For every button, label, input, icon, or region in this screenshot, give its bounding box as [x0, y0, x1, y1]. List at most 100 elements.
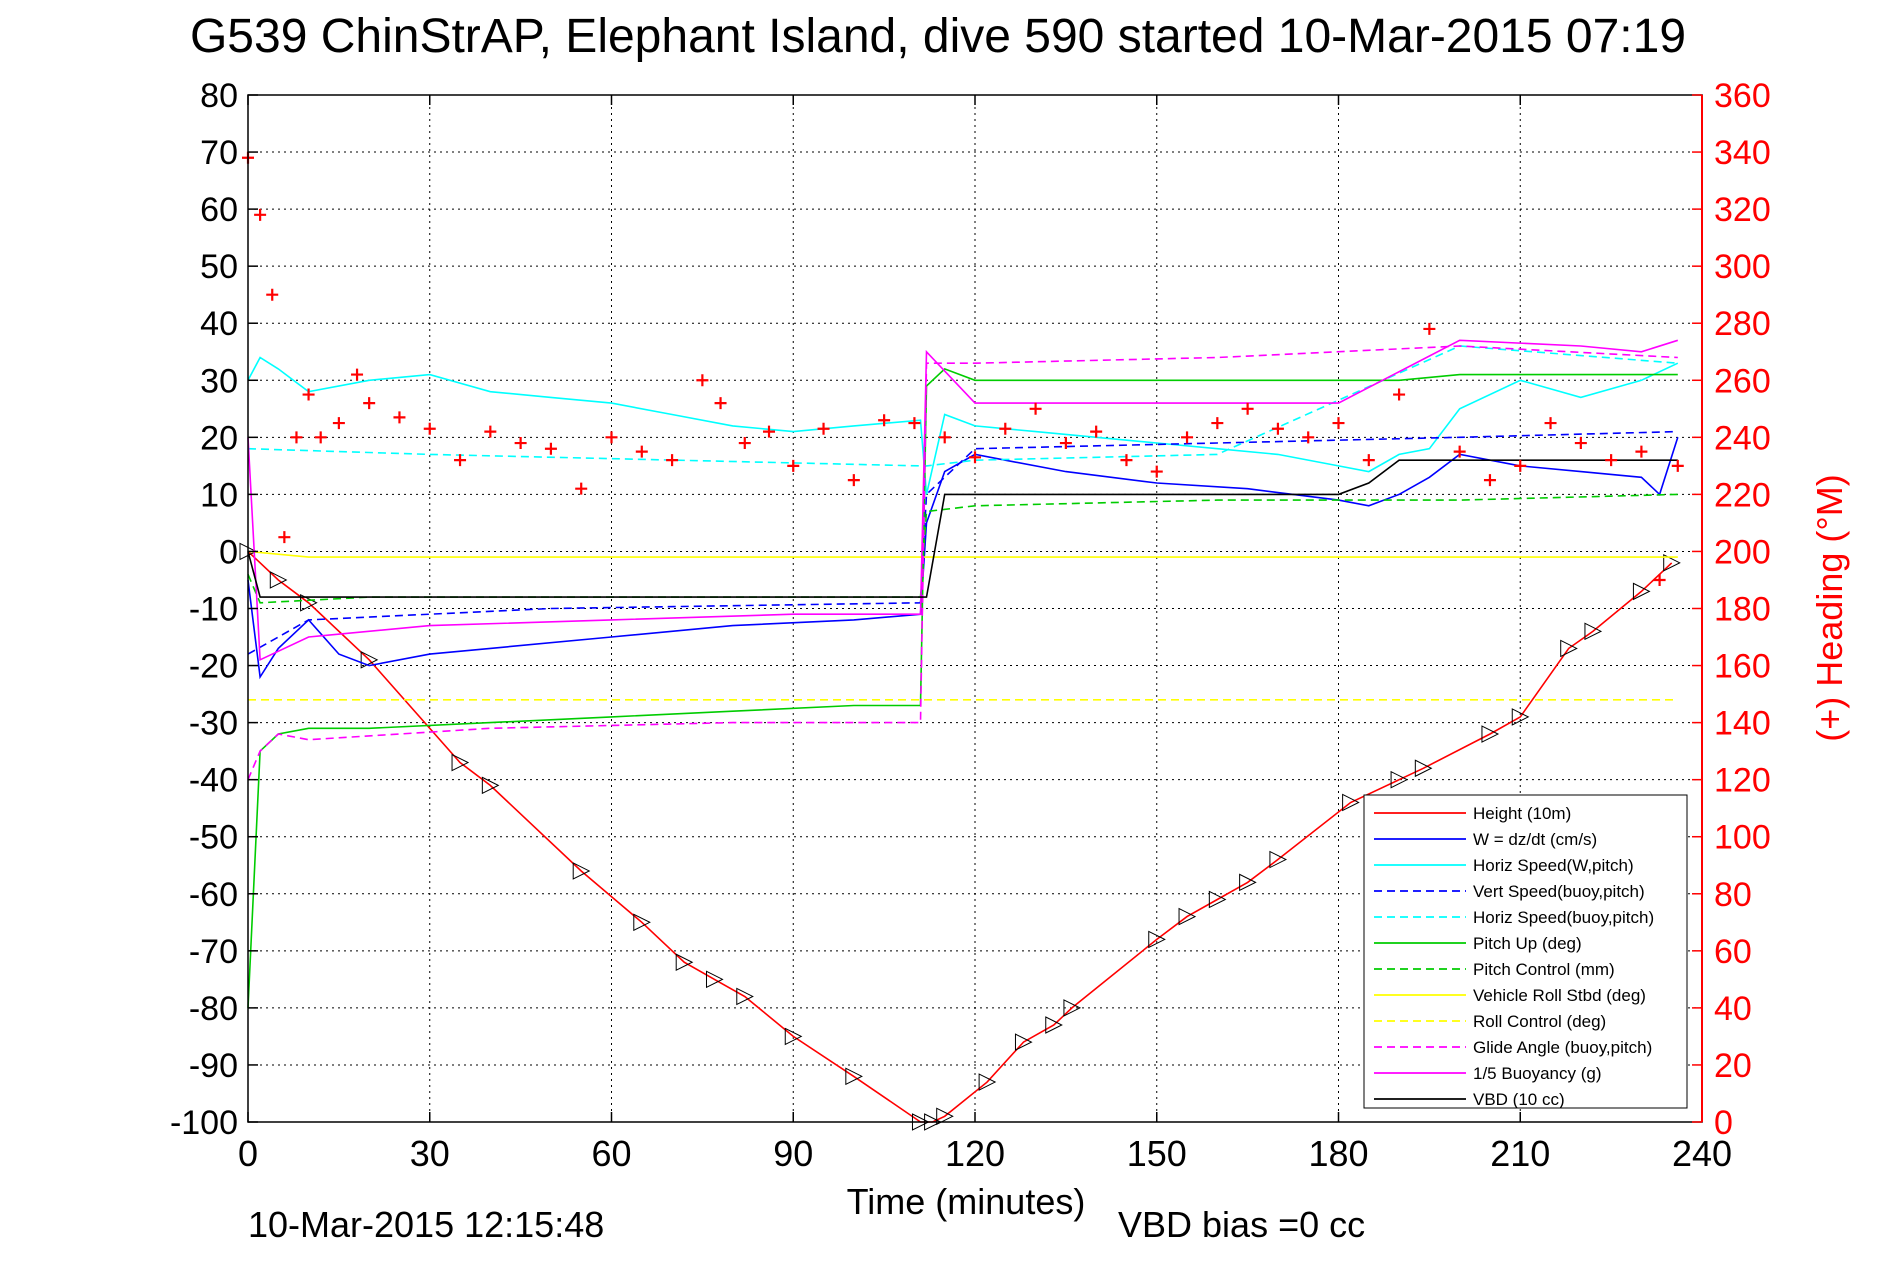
y2-tick-label: 220: [1714, 476, 1771, 514]
legend-label: Vert Speed(buoy,pitch): [1473, 882, 1645, 901]
heading-point: [1423, 322, 1436, 335]
depth-marker: [705, 970, 724, 989]
heading-point: [1483, 474, 1496, 487]
y-axis-left: 80 70 60 50 40 30 20 10 0 -10 -20 -30 -40 -50 -60 -70 -8…: [170, 77, 258, 1142]
heading-point: [938, 431, 951, 444]
heading-point: [290, 431, 303, 444]
footer-vbd-bias: VBD bias =0 cc: [1118, 1204, 1365, 1245]
heading-point: [1653, 573, 1666, 586]
depth-marker: [784, 1027, 803, 1046]
legend-label: 1/5 Buoyancy (g): [1473, 1064, 1602, 1083]
heading-point: [1271, 422, 1284, 435]
y-tick-label: 50: [200, 248, 238, 286]
series-layer: [239, 151, 1684, 1131]
depth-marker: [572, 862, 591, 880]
heading-point: [363, 397, 376, 410]
legend-label: W = dz/dt (cm/s): [1473, 830, 1597, 849]
heading-point: [1090, 425, 1103, 438]
heading-point: [738, 437, 751, 450]
heading-point: [763, 425, 776, 438]
heading-point: [1635, 445, 1648, 458]
x-tick-label: 60: [591, 1133, 631, 1174]
x-tick-label: 90: [773, 1133, 813, 1174]
heading-point: [454, 454, 467, 467]
depth-marker: [1342, 793, 1360, 812]
heading-point: [1241, 402, 1254, 415]
y2-tick-label: 200: [1714, 533, 1771, 571]
heading-point: [696, 374, 709, 387]
x-tick-label: 180: [1308, 1133, 1368, 1174]
heading-point: [1120, 454, 1133, 467]
y-tick-label: -100: [170, 1104, 238, 1142]
depth-marker: [1511, 708, 1530, 726]
y2-tick-label: 40: [1714, 990, 1752, 1028]
heading-point: [605, 431, 618, 444]
heading-point: [1302, 431, 1315, 444]
heading-point: [1150, 465, 1163, 478]
y-tick-label: -20: [189, 648, 238, 686]
heading-point: [1362, 454, 1375, 467]
series-line-horiz-speed-w-pitch: [247, 356, 1679, 495]
y-tick-label: -90: [189, 1047, 238, 1085]
y2-tick-label: 180: [1714, 591, 1771, 629]
heading-point: [575, 482, 588, 495]
depth-marker: [1414, 759, 1433, 778]
heading-point: [1211, 417, 1224, 430]
heading-point: [1029, 402, 1042, 415]
x-tick-label: 210: [1490, 1133, 1550, 1174]
heading-point: [1605, 454, 1618, 467]
legend-label: Horiz Speed(W,pitch): [1473, 856, 1634, 875]
heading-point: [817, 422, 830, 435]
series-line-pitch-control-mm: [247, 493, 1678, 604]
legend-box: [1363, 794, 1688, 1109]
heading-point: [878, 414, 891, 427]
depth-marker: [1269, 850, 1288, 869]
footer-timestamp: 10-Mar-2015 12:15:48: [248, 1204, 604, 1245]
x-tick-label: 120: [945, 1133, 1005, 1174]
depth-marker: [300, 593, 318, 612]
y2-tick-label: 320: [1714, 191, 1771, 229]
y2-tick-label: 360: [1714, 77, 1771, 115]
depth-marker: [1239, 873, 1257, 892]
series-line-vehicle-roll-stbd-deg: [247, 550, 1678, 558]
depth-marker: [1208, 890, 1227, 909]
heading-point: [847, 474, 860, 487]
depth-marker: [360, 651, 379, 669]
heading-point: [1544, 417, 1557, 430]
chart-title: G539 ChinStrAP, Elephant Island, dive 59…: [190, 10, 1686, 63]
y-tick-label: 0: [219, 533, 238, 571]
heading-point: [635, 445, 648, 458]
y-tick-label: -50: [189, 819, 238, 857]
y-tick-label: 80: [200, 77, 238, 115]
series-line-vert-speed-buoy-pitch: [247, 430, 1678, 655]
y2-tick-label: 140: [1714, 705, 1771, 743]
depth-marker: [1014, 1033, 1033, 1051]
heading-point: [969, 451, 981, 464]
heading-point: [1181, 431, 1194, 444]
y-tick-label: 60: [200, 191, 238, 229]
heading-point: [1453, 445, 1466, 458]
depth-marker: [1632, 582, 1651, 601]
y-tick-label: -30: [189, 705, 238, 743]
depth-marker: [1178, 907, 1197, 926]
y-tick-label: -40: [189, 762, 238, 800]
y2-tick-label: 20: [1714, 1047, 1752, 1085]
series-line-glide-angle-buoy-pitch: [247, 345, 1678, 781]
y-tick-label: -70: [189, 933, 238, 971]
depth-marker: [1148, 930, 1166, 949]
depth-marker: [1481, 725, 1500, 743]
x-tick-label: 240: [1672, 1133, 1732, 1174]
heading-point: [544, 442, 557, 455]
depth-marker: [1390, 770, 1409, 789]
x-axis-label: Time (minutes): [847, 1181, 1086, 1222]
heading-point: [908, 417, 921, 430]
legend: Height (10m) W = dz/dt (cm/s) Horiz Speed(…: [1363, 794, 1688, 1109]
heading-point: [351, 368, 364, 381]
heading-point: [1393, 388, 1406, 401]
x-axis: 0 30 60 90 120 150 180 210 240: [238, 95, 1732, 1174]
y-tick-label: 10: [200, 476, 238, 514]
heading-point: [266, 288, 279, 301]
depth-marker: [451, 753, 470, 772]
